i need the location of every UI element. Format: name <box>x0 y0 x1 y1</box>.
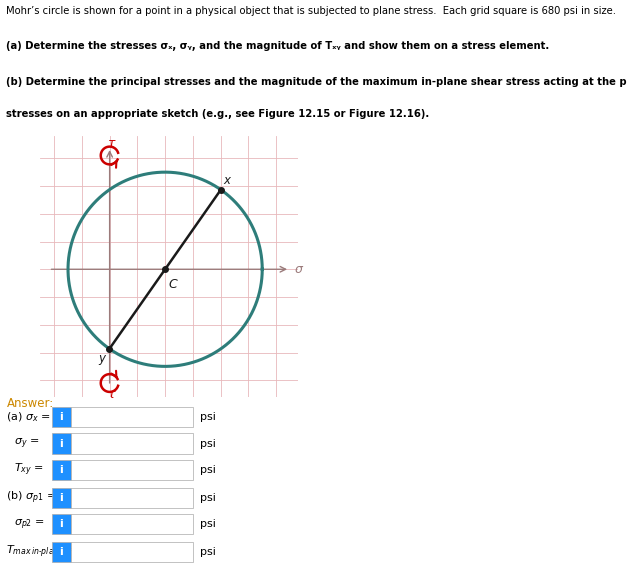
Text: (a) $\sigma_x$ =: (a) $\sigma_x$ = <box>6 411 51 424</box>
Text: Mohr’s circle is shown for a point in a physical object that is subjected to pla: Mohr’s circle is shown for a point in a … <box>6 6 616 16</box>
Text: y: y <box>98 352 105 365</box>
Text: $\tau$: $\tau$ <box>107 388 117 401</box>
Bar <box>51 488 70 508</box>
Text: stresses on an appropriate sketch (e.g., see Figure 12.15 or Figure 12.16).: stresses on an appropriate sketch (e.g.,… <box>6 109 429 119</box>
Bar <box>70 433 193 454</box>
Text: C: C <box>169 278 177 291</box>
Bar <box>51 407 70 428</box>
Text: i: i <box>60 519 63 530</box>
Text: psi: psi <box>200 412 216 422</box>
Bar <box>70 460 193 480</box>
Bar <box>51 541 70 562</box>
Text: psi: psi <box>200 465 216 475</box>
Text: (b) $\sigma_{p1}$ =: (b) $\sigma_{p1}$ = <box>6 490 56 506</box>
Text: i: i <box>60 465 63 475</box>
Bar <box>51 433 70 454</box>
Text: $T_{xy}$ =: $T_{xy}$ = <box>14 462 44 478</box>
Bar <box>70 541 193 562</box>
Text: $\tau$: $\tau$ <box>107 137 117 150</box>
Bar <box>51 460 70 480</box>
Text: psi: psi <box>200 493 216 503</box>
Bar <box>70 407 193 428</box>
Text: (b) Determine the principal stresses and the magnitude of the maximum in-plane s: (b) Determine the principal stresses and… <box>6 77 627 87</box>
Text: i: i <box>60 547 63 557</box>
Text: $\sigma_y$ =: $\sigma_y$ = <box>14 437 40 451</box>
Bar <box>70 488 193 508</box>
Text: i: i <box>60 438 63 448</box>
Text: $T_{max\,in\text{-}plane}$ =: $T_{max\,in\text{-}plane}$ = <box>6 543 76 560</box>
Text: i: i <box>60 493 63 503</box>
Text: psi: psi <box>200 547 216 557</box>
Text: x: x <box>224 174 231 187</box>
Text: (a) Determine the stresses σₓ, σᵧ, and the magnitude of Tₓᵧ and show them on a s: (a) Determine the stresses σₓ, σᵧ, and t… <box>6 41 549 51</box>
Text: psi: psi <box>200 519 216 530</box>
Bar <box>51 514 70 535</box>
Text: psi: psi <box>200 438 216 448</box>
Text: i: i <box>60 412 63 422</box>
Text: Answer:: Answer: <box>7 396 55 409</box>
Text: $\sigma_{p2}$ =: $\sigma_{p2}$ = <box>14 517 45 532</box>
Bar <box>70 514 193 535</box>
Text: $\sigma$: $\sigma$ <box>294 263 304 276</box>
